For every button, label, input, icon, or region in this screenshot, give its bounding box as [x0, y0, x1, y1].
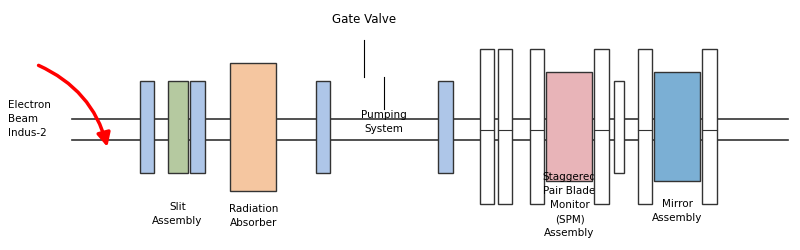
Bar	[168, 81, 188, 174]
Text: Pumping
System: Pumping System	[361, 110, 407, 134]
Text: Slit
Assembly: Slit Assembly	[153, 201, 202, 225]
Bar	[654, 72, 700, 181]
Text: Gate Valve: Gate Valve	[332, 12, 396, 26]
Text: Staggered
Pair Blade
Monitor
(SPM)
Assembly: Staggered Pair Blade Monitor (SPM) Assem…	[542, 172, 597, 237]
Bar	[614, 81, 624, 174]
Bar	[546, 72, 592, 181]
Bar	[638, 50, 652, 204]
Bar	[230, 64, 276, 191]
Bar	[316, 81, 330, 174]
Text: Radiation
Absorber: Radiation Absorber	[229, 204, 278, 228]
Bar	[480, 50, 494, 204]
Text: Mirror
Assembly: Mirror Assembly	[653, 198, 702, 222]
Bar	[140, 81, 154, 174]
Bar	[498, 50, 512, 204]
Bar	[438, 81, 453, 174]
Text: Electron
Beam
Indus-2: Electron Beam Indus-2	[8, 100, 51, 138]
Bar	[530, 50, 544, 204]
Bar	[594, 50, 609, 204]
Bar	[702, 50, 717, 204]
Bar	[190, 81, 205, 174]
